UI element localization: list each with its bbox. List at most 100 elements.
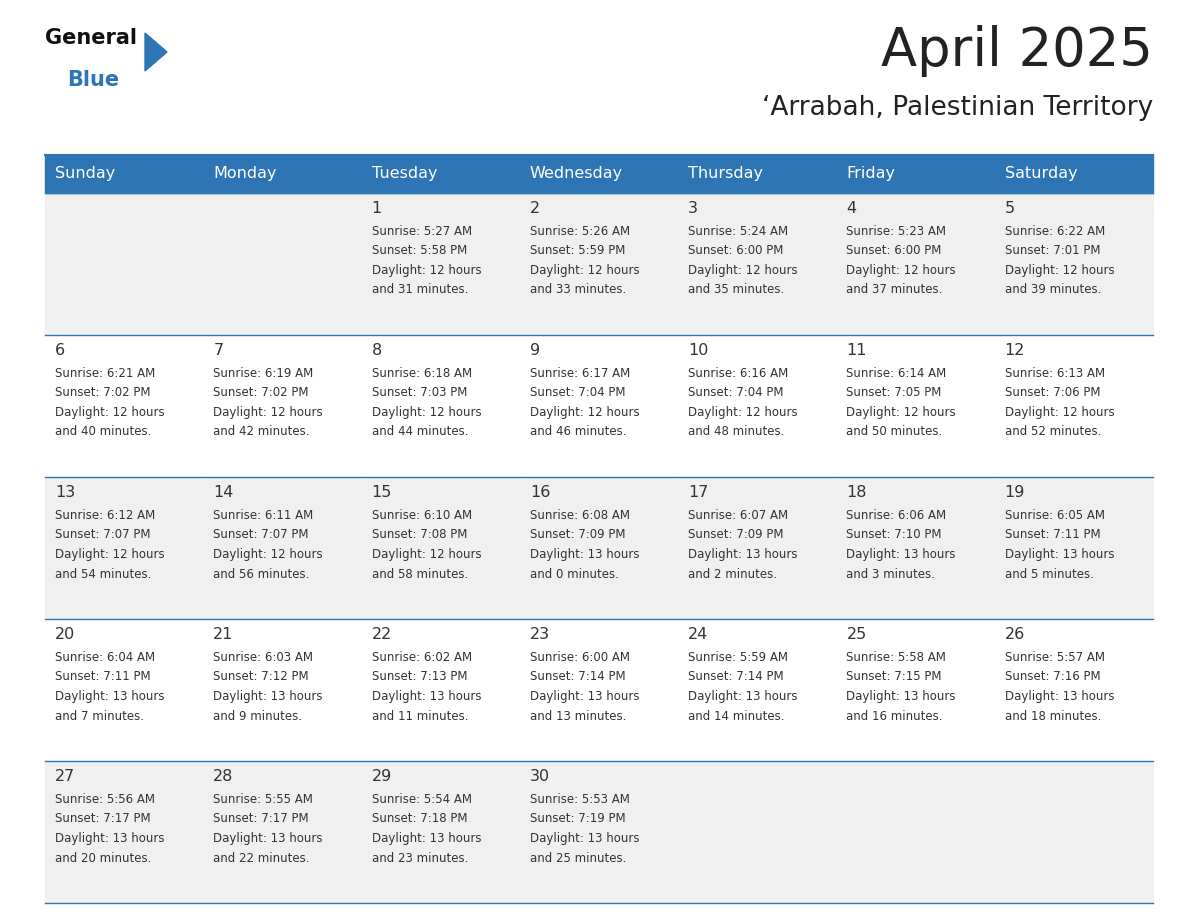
Text: Sunrise: 6:17 AM: Sunrise: 6:17 AM [530, 367, 630, 380]
Text: 21: 21 [214, 627, 234, 642]
Text: Sunset: 7:18 PM: Sunset: 7:18 PM [372, 812, 467, 825]
Text: 4: 4 [846, 201, 857, 216]
Bar [361, 335, 520, 477]
Text: Sunrise: 6:10 AM: Sunrise: 6:10 AM [372, 509, 472, 522]
Bar [678, 335, 836, 477]
Text: 6: 6 [55, 343, 65, 358]
Text: Sunset: 7:04 PM: Sunset: 7:04 PM [688, 386, 784, 399]
Text: Daylight: 12 hours: Daylight: 12 hours [846, 406, 956, 419]
Text: Sunset: 7:14 PM: Sunset: 7:14 PM [688, 670, 784, 684]
Text: Daylight: 12 hours: Daylight: 12 hours [1005, 264, 1114, 277]
Text: Sunrise: 6:18 AM: Sunrise: 6:18 AM [372, 367, 472, 380]
Text: and 44 minutes.: and 44 minutes. [372, 426, 468, 439]
Text: Daylight: 12 hours: Daylight: 12 hours [688, 406, 798, 419]
Bar [836, 335, 994, 477]
Text: 25: 25 [846, 627, 867, 642]
Text: Daylight: 12 hours: Daylight: 12 hours [372, 548, 481, 561]
Bar [45, 477, 203, 619]
Bar [203, 193, 361, 335]
Text: Sunset: 7:17 PM: Sunset: 7:17 PM [55, 812, 151, 825]
Text: Daylight: 13 hours: Daylight: 13 hours [688, 548, 797, 561]
Bar [45, 193, 203, 335]
Text: Sunset: 7:09 PM: Sunset: 7:09 PM [530, 529, 625, 542]
Text: and 39 minutes.: and 39 minutes. [1005, 284, 1101, 297]
Text: Sunset: 5:58 PM: Sunset: 5:58 PM [372, 244, 467, 258]
Text: Sunrise: 5:54 AM: Sunrise: 5:54 AM [372, 793, 472, 806]
Text: Daylight: 13 hours: Daylight: 13 hours [1005, 548, 1114, 561]
Text: Sunset: 5:59 PM: Sunset: 5:59 PM [530, 244, 625, 258]
Text: Daylight: 12 hours: Daylight: 12 hours [55, 406, 165, 419]
Text: and 18 minutes.: and 18 minutes. [1005, 710, 1101, 722]
Text: Daylight: 13 hours: Daylight: 13 hours [846, 690, 956, 703]
Bar [45, 619, 203, 761]
Text: Daylight: 13 hours: Daylight: 13 hours [530, 690, 639, 703]
Text: Daylight: 13 hours: Daylight: 13 hours [372, 690, 481, 703]
Text: Sunrise: 6:02 AM: Sunrise: 6:02 AM [372, 651, 472, 664]
Text: Sunday: Sunday [55, 166, 115, 182]
Bar [520, 761, 678, 903]
Bar [678, 619, 836, 761]
Text: Sunset: 7:07 PM: Sunset: 7:07 PM [55, 529, 151, 542]
Text: Sunrise: 5:27 AM: Sunrise: 5:27 AM [372, 225, 472, 238]
Text: Sunrise: 6:06 AM: Sunrise: 6:06 AM [846, 509, 947, 522]
Text: Sunrise: 5:55 AM: Sunrise: 5:55 AM [214, 793, 314, 806]
Text: Daylight: 13 hours: Daylight: 13 hours [214, 690, 323, 703]
Text: and 14 minutes.: and 14 minutes. [688, 710, 784, 722]
Text: 23: 23 [530, 627, 550, 642]
Text: General: General [45, 28, 137, 48]
Text: and 40 minutes.: and 40 minutes. [55, 426, 151, 439]
Text: and 31 minutes.: and 31 minutes. [372, 284, 468, 297]
Text: Thursday: Thursday [688, 166, 763, 182]
Text: 5: 5 [1005, 201, 1015, 216]
Text: Sunrise: 5:57 AM: Sunrise: 5:57 AM [1005, 651, 1105, 664]
Text: Daylight: 12 hours: Daylight: 12 hours [372, 406, 481, 419]
Text: and 58 minutes.: and 58 minutes. [372, 567, 468, 580]
Bar [836, 477, 994, 619]
Bar [678, 761, 836, 903]
Text: Sunset: 7:15 PM: Sunset: 7:15 PM [846, 670, 942, 684]
Text: Sunrise: 6:05 AM: Sunrise: 6:05 AM [1005, 509, 1105, 522]
Bar [678, 193, 836, 335]
Bar [520, 155, 678, 193]
Bar [45, 155, 203, 193]
Text: 16: 16 [530, 485, 550, 500]
Text: 24: 24 [688, 627, 708, 642]
Text: Blue: Blue [67, 70, 119, 90]
Text: Sunrise: 5:56 AM: Sunrise: 5:56 AM [55, 793, 154, 806]
Text: and 33 minutes.: and 33 minutes. [530, 284, 626, 297]
Text: 7: 7 [214, 343, 223, 358]
Text: Sunset: 7:03 PM: Sunset: 7:03 PM [372, 386, 467, 399]
Text: Sunrise: 6:13 AM: Sunrise: 6:13 AM [1005, 367, 1105, 380]
Bar [836, 193, 994, 335]
Text: Sunrise: 6:03 AM: Sunrise: 6:03 AM [214, 651, 314, 664]
Text: Daylight: 13 hours: Daylight: 13 hours [846, 548, 956, 561]
Text: Sunrise: 5:23 AM: Sunrise: 5:23 AM [846, 225, 947, 238]
Text: and 7 minutes.: and 7 minutes. [55, 710, 144, 722]
Text: Sunset: 7:12 PM: Sunset: 7:12 PM [214, 670, 309, 684]
Text: Sunrise: 6:04 AM: Sunrise: 6:04 AM [55, 651, 156, 664]
Text: and 48 minutes.: and 48 minutes. [688, 426, 784, 439]
Bar [361, 761, 520, 903]
Bar [994, 619, 1154, 761]
Text: Daylight: 13 hours: Daylight: 13 hours [55, 690, 164, 703]
Bar [203, 761, 361, 903]
Text: Sunrise: 5:26 AM: Sunrise: 5:26 AM [530, 225, 630, 238]
Text: and 0 minutes.: and 0 minutes. [530, 567, 619, 580]
Text: Sunset: 7:08 PM: Sunset: 7:08 PM [372, 529, 467, 542]
Text: Sunset: 7:01 PM: Sunset: 7:01 PM [1005, 244, 1100, 258]
Text: Sunset: 6:00 PM: Sunset: 6:00 PM [846, 244, 942, 258]
Text: 30: 30 [530, 769, 550, 784]
Text: 12: 12 [1005, 343, 1025, 358]
Text: and 25 minutes.: and 25 minutes. [530, 852, 626, 865]
Text: Sunset: 7:06 PM: Sunset: 7:06 PM [1005, 386, 1100, 399]
Text: 15: 15 [372, 485, 392, 500]
Text: and 54 minutes.: and 54 minutes. [55, 567, 151, 580]
Bar [361, 193, 520, 335]
Text: 17: 17 [688, 485, 708, 500]
Text: Sunrise: 6:21 AM: Sunrise: 6:21 AM [55, 367, 156, 380]
Text: and 20 minutes.: and 20 minutes. [55, 852, 151, 865]
Text: Wednesday: Wednesday [530, 166, 623, 182]
Bar [520, 335, 678, 477]
Text: Sunrise: 6:16 AM: Sunrise: 6:16 AM [688, 367, 789, 380]
Text: Sunrise: 6:22 AM: Sunrise: 6:22 AM [1005, 225, 1105, 238]
